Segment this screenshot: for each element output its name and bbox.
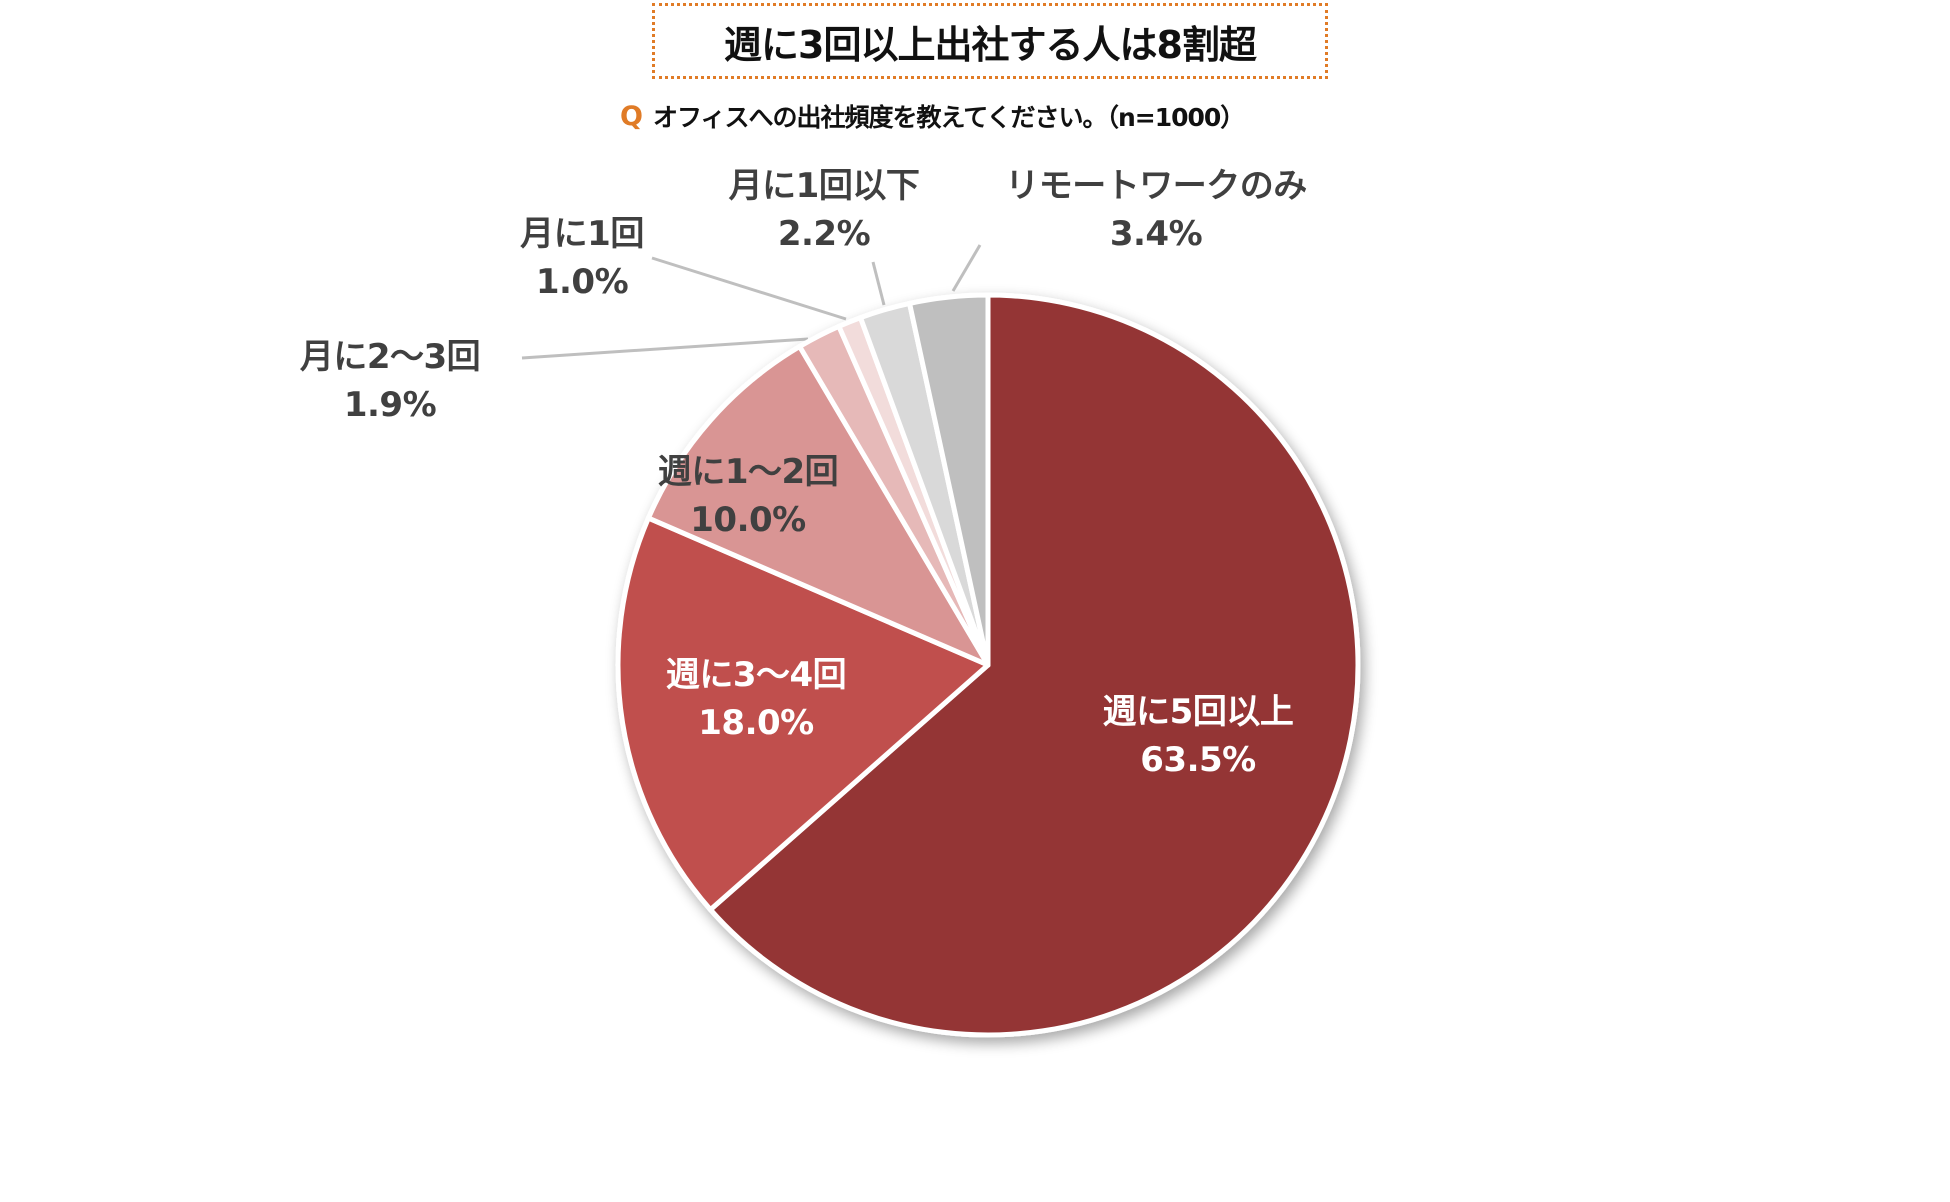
question-mark-icon: Q [620,100,643,132]
data-label-percent: 18.0% [698,703,814,743]
data-label: 週に3〜4回 18.0% [665,651,847,747]
leader-line [951,244,982,292]
data-label-percent: 63.5% [1140,740,1256,780]
data-label-category: 週に3〜4回 [665,655,847,695]
pie-slice [645,344,991,668]
leader-lines [521,244,982,360]
pie-slice [615,515,991,913]
pie-slices [615,292,1361,1038]
title-box: 週に3回以上出社する人は8割超 [652,3,1328,79]
data-label: 週に1〜2回 10.0% [657,448,839,544]
data-label-percent: 2.2% [777,214,871,254]
pie-slice [907,292,991,668]
data-label-category: リモートワークのみ [1005,166,1307,206]
data-label-percent: 1.9% [343,385,437,425]
data-label-percent: 10.0% [690,500,806,540]
data-label: 月に2〜3回 1.9% [299,333,481,429]
question-text: オフィスへの出社頻度を教えてください。（n=1000） [652,103,1245,132]
pie-slice [707,292,1361,1038]
data-label: 月に1回 1.0% [520,210,644,306]
question-line: Q オフィスへの出社頻度を教えてください。（n=1000） [620,96,1245,136]
chart-title: 週に3回以上出社する人は8割超 [724,22,1257,67]
data-label-category: 月に2〜3回 [299,337,481,377]
leader-line [871,261,886,306]
leader-line [521,337,809,360]
data-label: リモートワークのみ 3.4% [1005,162,1307,258]
data-label-category: 月に1回以下 [728,166,920,206]
data-label: 月に1回以下 2.2% [729,162,920,258]
data-label-category: 週に5回以上 [1102,692,1294,732]
data-label-category: 週に1〜2回 [657,452,839,492]
data-label-percent: 1.0% [535,262,629,302]
data-label-percent: 3.4% [1109,214,1203,254]
leader-line [651,256,847,321]
data-label-category: 月に1回 [520,214,644,254]
data-label: 週に5回以上 63.5% [1103,688,1294,784]
